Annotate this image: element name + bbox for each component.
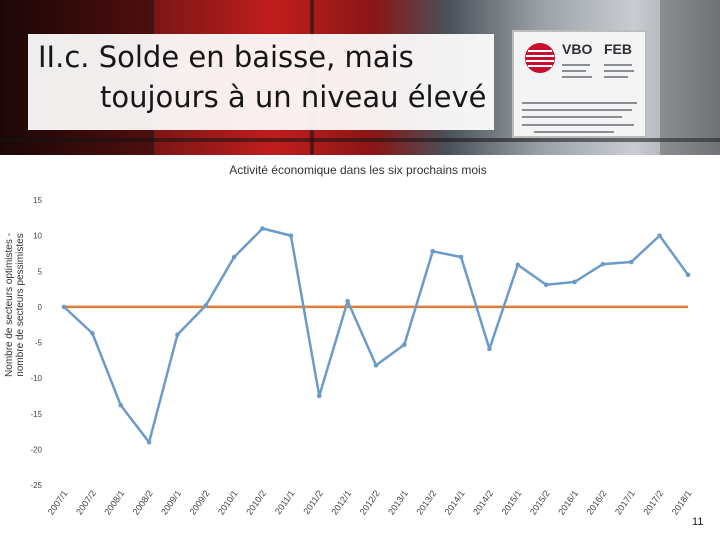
sign-text-line	[522, 102, 637, 104]
balance-point	[118, 402, 124, 408]
x-tick-label: 2015/2	[528, 488, 552, 516]
line-chart: Activité économique dans les six prochai…	[4, 163, 694, 517]
balance-point	[628, 259, 634, 265]
y-tick-label: 0	[38, 303, 43, 312]
balance-point	[685, 272, 691, 278]
y-tick-labels: 15 10 5 0 -5 -10 -15 -20 -25	[30, 196, 42, 490]
balance-point	[458, 254, 464, 260]
x-tick-label: 2013/1	[386, 488, 410, 516]
sign-text-line	[534, 131, 614, 133]
sign-text-line	[522, 124, 634, 126]
balance-point	[515, 262, 521, 268]
x-tick-label: 2013/2	[414, 488, 438, 516]
sign-text-line	[522, 116, 622, 118]
balance-point	[288, 233, 294, 238]
balance-series-line	[63, 227, 690, 444]
sign-text-line	[562, 64, 590, 66]
balance-point	[657, 233, 662, 238]
y-tick-label: 15	[33, 196, 42, 205]
balance-point	[487, 346, 492, 352]
x-tick-label: 2011/1	[273, 488, 297, 516]
x-tick-label: 2012/2	[358, 488, 382, 516]
x-tick-label: 2016/1	[556, 488, 580, 516]
x-tick-labels: 2007/1 2007/2 2008/1 2008/2 2009/1 2009/2 2010…	[46, 488, 694, 516]
y-tick-label: -20	[30, 445, 42, 454]
x-tick-label: 2018/1	[670, 488, 694, 516]
sign-brand-right: FEB	[604, 41, 632, 57]
x-tick-label: 2010/1	[216, 488, 240, 516]
x-tick-label: 2017/2	[641, 488, 665, 516]
x-tick-label: 2017/1	[613, 488, 637, 516]
x-tick-label: 2014/1	[443, 488, 467, 516]
x-tick-label: 2009/2	[187, 488, 211, 516]
balance-series	[61, 226, 691, 445]
sign-text-line	[562, 70, 586, 72]
balance-point	[61, 304, 67, 310]
balance-point	[231, 254, 237, 260]
x-tick-label: 2007/1	[46, 488, 70, 516]
sign-text-line	[604, 64, 632, 66]
title-box	[28, 34, 494, 130]
vbo-feb-sign: VBO FEB	[512, 30, 647, 138]
x-tick-label: 2016/2	[585, 488, 609, 516]
balance-point	[402, 342, 407, 347]
balance-point	[373, 363, 379, 368]
y-tick-label: -10	[30, 374, 42, 383]
y-axis-label-line1: Nombre de secteurs optimistes -	[4, 233, 15, 377]
y-tick-label: -25	[30, 481, 42, 490]
slide-title-line1: II.c. Solde en baisse, mais	[38, 40, 414, 74]
y-tick-label: -5	[35, 339, 43, 348]
chart-title: Activité économique dans les six prochai…	[229, 163, 486, 177]
x-tick-label: 2011/2	[301, 488, 325, 516]
sign-text-line	[604, 70, 634, 72]
y-axis-label-line2: nombre de secteurs pessimistes	[15, 233, 26, 376]
sign-text-line	[522, 109, 632, 111]
slide-title-line2: toujours à un niveau élevé	[100, 80, 487, 114]
balance-point	[203, 303, 209, 308]
balance-point	[146, 439, 152, 445]
balance-point	[543, 282, 549, 288]
page-number: 11	[692, 516, 704, 528]
balance-point	[430, 249, 436, 254]
balance-point	[260, 226, 265, 231]
x-tick-label: 2010/2	[244, 488, 268, 516]
x-tick-label: 2008/2	[131, 488, 155, 516]
sign-text-line	[562, 76, 592, 78]
x-tick-label: 2007/2	[74, 488, 98, 516]
balance-point	[572, 279, 577, 285]
x-tick-label: 2015/1	[499, 488, 523, 516]
balance-point	[600, 261, 606, 267]
balance-point	[175, 332, 180, 337]
vbo-feb-logo-icon	[525, 43, 555, 73]
sign-brand-left: VBO	[562, 41, 593, 57]
sign-text-line	[604, 76, 628, 78]
y-tick-label: -15	[30, 410, 42, 419]
x-tick-label: 2014/2	[471, 488, 495, 516]
x-tick-label: 2008/1	[102, 488, 126, 516]
balance-point	[345, 298, 350, 304]
balance-point	[90, 330, 95, 336]
x-tick-label: 2009/1	[159, 488, 183, 516]
balance-point	[316, 393, 322, 399]
y-tick-label: 10	[33, 232, 42, 241]
x-tick-label: 2012/1	[329, 488, 353, 516]
y-tick-label: 5	[38, 267, 43, 276]
